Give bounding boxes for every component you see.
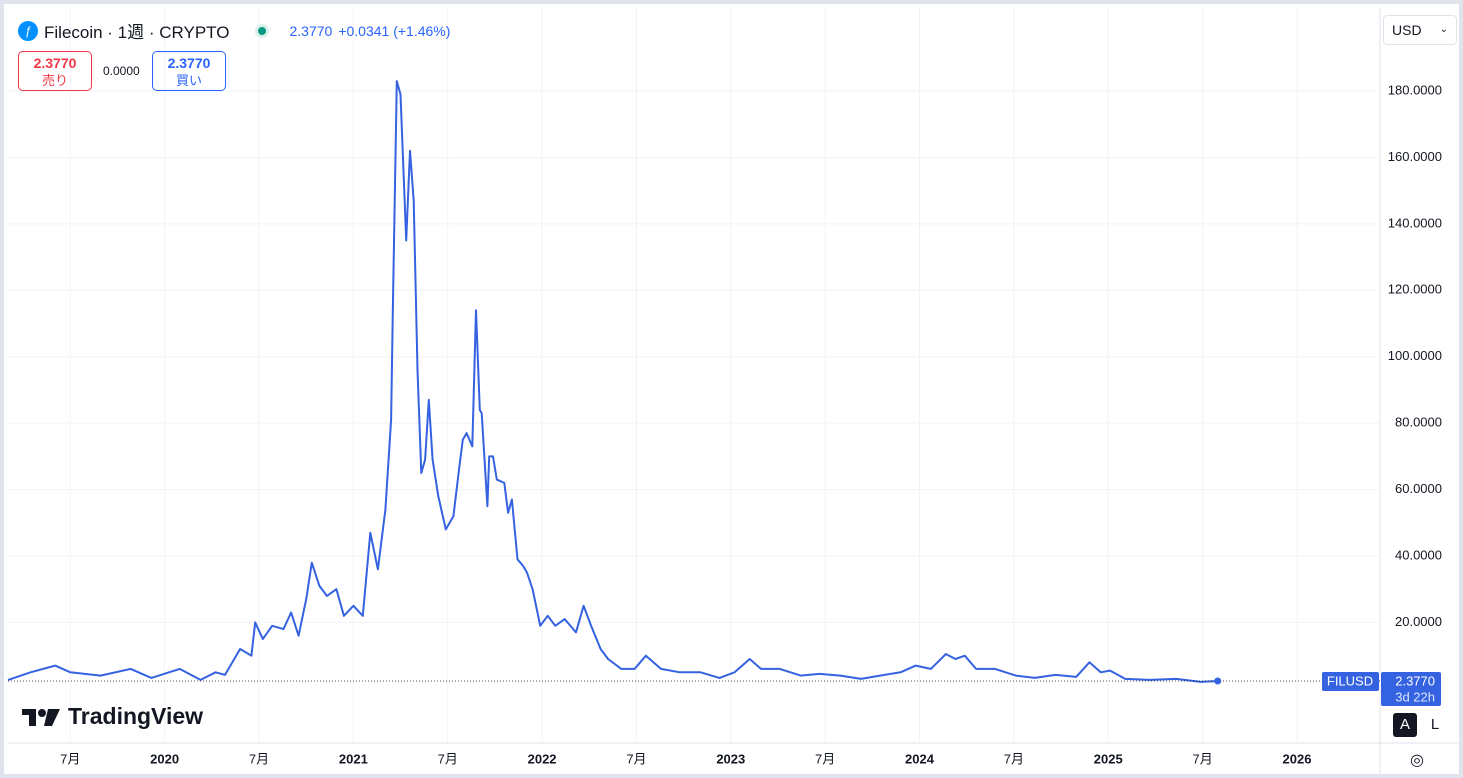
- logo: TradingView: [22, 703, 203, 730]
- x-tick-label: 7月: [249, 751, 269, 766]
- logo-text: TradingView: [68, 703, 204, 729]
- y-tick-label: 100.0000: [1388, 348, 1442, 363]
- auto-scale-button[interactable]: A: [1393, 713, 1417, 737]
- x-tick-label: 2020: [150, 751, 179, 766]
- x-tick-label: 2026: [1283, 751, 1312, 766]
- market-status: [255, 23, 270, 38]
- buy-button[interactable]: 2.3770 買い: [152, 51, 226, 91]
- x-tick-label: 7月: [1004, 751, 1024, 766]
- x-tick-label: 2021: [339, 751, 368, 766]
- x-tick-label: 2024: [905, 751, 935, 766]
- log-scale-button[interactable]: L: [1430, 716, 1440, 733]
- logo-mark: [22, 708, 60, 726]
- x-tick-label: 7月: [60, 751, 80, 766]
- y-tick-label: 20.0000: [1395, 614, 1442, 629]
- last-price: 2.3770: [289, 22, 333, 39]
- last-point: [1214, 677, 1222, 685]
- y-tick-label: 120.0000: [1388, 282, 1442, 297]
- settings-button[interactable]: ◎: [1410, 752, 1424, 769]
- x-tick-label: 7月: [815, 751, 835, 766]
- price-tag-label: 2.3770: [1395, 673, 1435, 688]
- x-tick-label: 2022: [528, 751, 557, 766]
- price-tag: [1381, 671, 1441, 706]
- y-tick-label: 160.0000: [1388, 149, 1442, 164]
- spread: 0.0000: [103, 64, 140, 78]
- x-tick-label: 2025: [1094, 751, 1123, 766]
- x-tick-label: 7月: [438, 751, 458, 766]
- symbol-tag: [1322, 671, 1379, 691]
- symbol-tag-label: FILUSD: [1327, 673, 1373, 688]
- countdown-label: 3d 22h: [1395, 689, 1435, 704]
- x-tick-label: 2023: [716, 751, 745, 766]
- symbol-title: Filecoin · 1週 · CRYPTO: [44, 23, 230, 42]
- symbol-header: ƒ Filecoin · 1週 · CRYPTO 2.3770 +0.0341 …: [18, 18, 450, 43]
- x-tick-label: 7月: [1192, 751, 1212, 766]
- sell-label: 売り: [41, 73, 68, 88]
- y-tick-label: 60.0000: [1395, 481, 1442, 496]
- y-tick-label: 40.0000: [1395, 547, 1442, 562]
- buy-label: 買い: [175, 73, 202, 88]
- y-tick-label: 140.0000: [1388, 215, 1442, 230]
- price-change: +0.0341 (+1.46%): [338, 22, 451, 39]
- y-tick-label: 80.0000: [1395, 415, 1442, 430]
- y-tick-label: 180.0000: [1388, 82, 1442, 97]
- currency: USD: [1392, 22, 1422, 38]
- x-tick-label: 7月: [626, 751, 646, 766]
- sell-price: 2.3770: [33, 55, 77, 71]
- currency-select[interactable]: USD ⌄: [1383, 15, 1457, 45]
- price-line: [7, 80, 1218, 683]
- sell-button[interactable]: 2.3770 売り: [18, 51, 92, 91]
- symbol-icon: ƒ: [18, 20, 38, 41]
- buy-price: 2.3770: [167, 55, 211, 71]
